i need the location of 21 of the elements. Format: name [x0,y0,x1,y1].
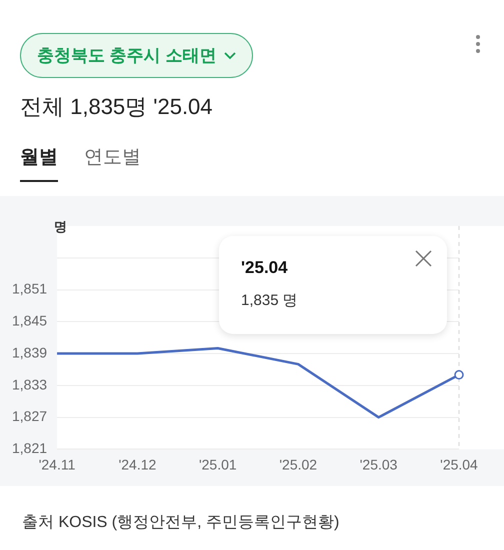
text: 월별 [20,144,58,182]
source-note: 출처 KOSIS (행정안전부, 주민등록인구현황) [22,513,340,533]
y-tick-label: 1,821 [12,440,48,456]
text: 연도별 [84,146,141,170]
y-tick-label: 1,845 [12,312,48,329]
x-tick-label: '25.02 [279,456,318,472]
x-tick-label: '24.12 [118,456,156,472]
x-tick-label: '25.03 [360,456,398,472]
x-tick-label: '25.04 [440,456,478,472]
y-axis-title: 명 [54,218,67,236]
chart-subtitle: 전체 1,835명 '25.04 [20,93,214,121]
y-tick-label: 1,827 [12,408,48,424]
x-tick-label: '25.01 [198,456,237,472]
chart-title: 충청북도 충주시 소태면 [37,45,216,67]
annotation: 1,835 명 [241,291,298,310]
y-tick-label: 1,839 [12,344,48,360]
x-tick-label: '24.11 [38,456,76,472]
annotation: '25.04 [241,258,288,278]
y-tick-label: 1,851 [12,280,48,297]
y-tick-label: 1,833 [12,376,48,392]
popup-card: '25.04 1,835 명 [219,236,447,334]
